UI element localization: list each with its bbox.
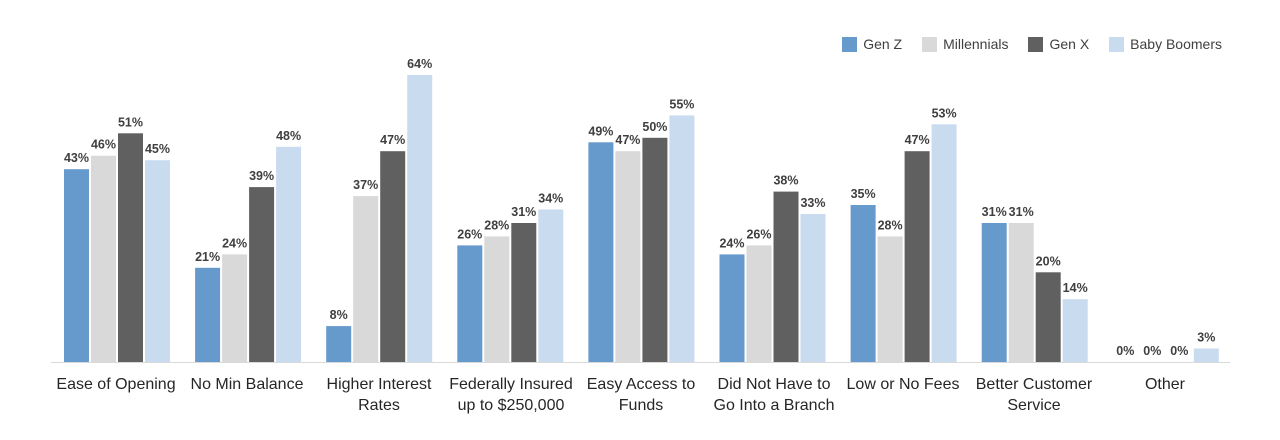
bar — [800, 214, 826, 362]
data-label: 26% — [746, 227, 771, 241]
data-label: 24% — [222, 236, 247, 250]
legend-item-millennials: Millennials — [922, 36, 1008, 52]
bar — [407, 75, 433, 362]
data-label: 31% — [982, 205, 1007, 219]
legend-item-gen-z: Gen Z — [842, 36, 902, 52]
data-label: 50% — [642, 120, 667, 134]
bar — [746, 245, 772, 362]
bar — [615, 151, 641, 362]
bar — [850, 205, 876, 362]
data-label: 53% — [932, 106, 957, 120]
data-label: 45% — [145, 142, 170, 156]
category-label: Other — [1144, 376, 1185, 393]
legend-swatch — [1109, 36, 1125, 52]
category-label: Low or No Fees — [846, 376, 960, 393]
bar — [642, 137, 668, 362]
data-label: 48% — [276, 129, 301, 143]
bar — [1035, 272, 1061, 362]
bar — [276, 146, 302, 363]
bar — [1008, 223, 1034, 362]
bar — [1062, 299, 1088, 362]
legend-label: Millennials — [943, 36, 1009, 52]
data-label: 33% — [800, 196, 825, 210]
category-label: Easy Access to Funds — [586, 376, 696, 414]
data-label: 47% — [380, 133, 405, 147]
data-label: 38% — [773, 174, 798, 188]
bar — [484, 236, 510, 362]
legend: Gen Z Millennials Gen X Baby Boomers — [842, 36, 1222, 52]
legend-label: Gen Z — [863, 36, 903, 52]
data-label: 49% — [588, 124, 613, 138]
data-label: 51% — [118, 115, 143, 129]
category-label: Higher Interest Rates — [326, 376, 432, 414]
data-label: 21% — [195, 250, 220, 264]
legend-item-baby-boomers: Baby Boomers — [1109, 36, 1222, 52]
bar — [91, 155, 116, 362]
data-label: 8% — [330, 308, 348, 322]
legend-label: Gen X — [1049, 36, 1090, 52]
data-label: 0% — [1170, 344, 1188, 358]
bar — [457, 245, 483, 362]
legend-swatch — [922, 36, 938, 52]
bar — [1193, 348, 1219, 362]
data-label: 20% — [1036, 254, 1061, 268]
bar — [353, 196, 379, 362]
bar — [773, 191, 799, 362]
data-label: 24% — [719, 236, 744, 250]
bar — [222, 254, 248, 362]
data-label: 46% — [91, 138, 116, 152]
bar — [981, 223, 1007, 362]
legend-swatch — [1028, 36, 1044, 52]
bar — [588, 142, 614, 362]
bar — [719, 254, 745, 362]
bar — [326, 326, 352, 362]
bar — [249, 187, 275, 362]
data-label: 26% — [457, 227, 482, 241]
bar — [145, 160, 170, 362]
data-label: 3% — [1197, 331, 1215, 345]
data-label: 14% — [1063, 281, 1088, 295]
bar — [64, 169, 89, 362]
data-label: 37% — [353, 178, 378, 192]
data-label: 43% — [64, 151, 89, 165]
bar — [195, 267, 221, 362]
bar — [904, 151, 930, 362]
data-label: 35% — [851, 187, 876, 201]
data-label: 39% — [249, 169, 274, 183]
bar — [877, 236, 903, 362]
legend-item-gen-x: Gen X — [1028, 36, 1089, 52]
data-label: 34% — [538, 192, 563, 206]
data-label: 0% — [1116, 344, 1134, 358]
bar — [380, 151, 406, 362]
category-label: Did Not Have to Go Into a Branch — [713, 376, 835, 414]
data-label: 28% — [484, 218, 509, 232]
bar — [511, 223, 537, 362]
category-label: Better Customer Service — [975, 376, 1093, 414]
data-label: 47% — [905, 133, 930, 147]
legend-label: Baby Boomers — [1130, 36, 1222, 52]
data-label: 31% — [1009, 205, 1034, 219]
category-label: No Min Balance — [190, 376, 304, 393]
data-label: 47% — [615, 133, 640, 147]
legend-swatch — [842, 36, 858, 52]
category-label: Federally Insured up to $250,000 — [449, 376, 573, 414]
bar — [669, 115, 695, 363]
data-label: 31% — [511, 205, 536, 219]
data-label: 64% — [407, 57, 432, 71]
data-label: 28% — [878, 218, 903, 232]
category-label: Ease of Opening — [56, 376, 176, 393]
bar — [538, 209, 564, 362]
bar — [118, 133, 143, 362]
bar — [931, 124, 957, 362]
data-label: 0% — [1143, 344, 1161, 358]
data-label: 55% — [669, 97, 694, 111]
